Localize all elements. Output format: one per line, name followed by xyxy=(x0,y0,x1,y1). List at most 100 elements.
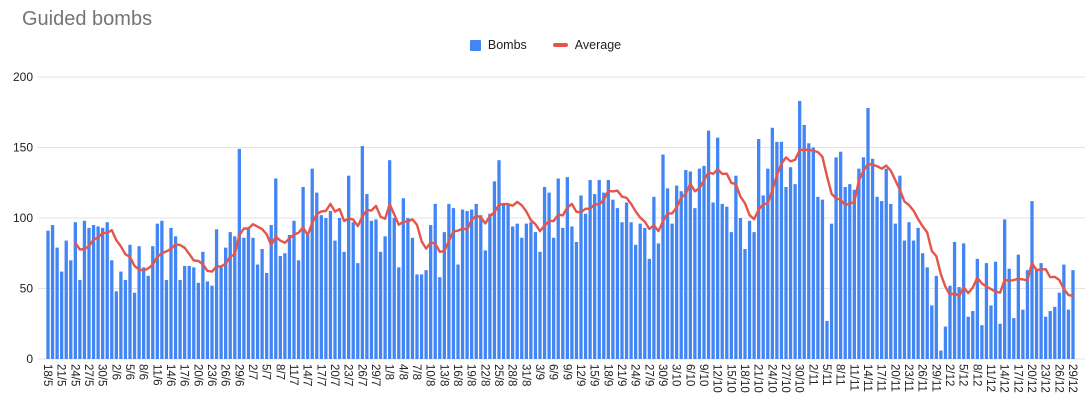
bar[interactable] xyxy=(839,151,843,359)
bar[interactable] xyxy=(105,222,109,359)
bar[interactable] xyxy=(711,202,715,359)
bar[interactable] xyxy=(114,291,118,359)
bar[interactable] xyxy=(661,154,665,359)
bar[interactable] xyxy=(925,267,929,359)
bar[interactable] xyxy=(492,181,497,359)
bar[interactable] xyxy=(825,320,829,359)
bar[interactable] xyxy=(688,171,692,359)
bar[interactable] xyxy=(930,305,934,359)
bar[interactable] xyxy=(60,271,64,359)
bar[interactable] xyxy=(1012,318,1016,359)
bar[interactable] xyxy=(1016,254,1020,359)
bar[interactable] xyxy=(793,184,797,359)
bar[interactable] xyxy=(611,199,615,359)
bar[interactable] xyxy=(347,175,351,359)
bar[interactable] xyxy=(78,280,82,359)
bar[interactable] xyxy=(916,227,920,359)
bar[interactable] xyxy=(634,244,638,359)
bar[interactable] xyxy=(328,210,333,359)
bar[interactable] xyxy=(939,350,943,359)
bar[interactable] xyxy=(738,218,743,359)
bar[interactable] xyxy=(255,264,260,359)
bar[interactable] xyxy=(1044,316,1048,359)
bar[interactable] xyxy=(665,188,670,359)
bar[interactable] xyxy=(597,179,601,359)
bar[interactable] xyxy=(561,227,565,359)
bar[interactable] xyxy=(779,141,784,359)
bar[interactable] xyxy=(419,274,424,359)
bar[interactable] xyxy=(69,260,73,359)
bar[interactable] xyxy=(852,189,856,359)
bar[interactable] xyxy=(365,194,369,359)
bar[interactable] xyxy=(524,223,528,359)
bar[interactable] xyxy=(538,251,542,359)
bar[interactable] xyxy=(137,246,141,359)
bar[interactable] xyxy=(861,157,866,359)
bar[interactable] xyxy=(470,209,474,359)
bar[interactable] xyxy=(96,226,100,359)
bar[interactable] xyxy=(55,247,59,359)
bar[interactable] xyxy=(91,225,96,359)
bar[interactable] xyxy=(593,194,597,359)
bar[interactable] xyxy=(866,108,870,360)
bar[interactable] xyxy=(1053,306,1057,359)
bar[interactable] xyxy=(993,261,998,359)
bar[interactable] xyxy=(401,198,405,359)
bar[interactable] xyxy=(511,226,515,359)
bar[interactable] xyxy=(998,323,1002,359)
bar[interactable] xyxy=(1066,309,1071,359)
bar[interactable] xyxy=(898,175,902,359)
bar[interactable] xyxy=(948,285,952,359)
bar[interactable] xyxy=(843,186,847,359)
bar[interactable] xyxy=(921,253,925,359)
bar[interactable] xyxy=(278,256,282,359)
bar[interactable] xyxy=(164,280,169,359)
bar[interactable] xyxy=(848,184,852,359)
bar[interactable] xyxy=(588,179,592,359)
bar[interactable] xyxy=(296,260,301,359)
bar[interactable] xyxy=(479,215,483,359)
bar[interactable] xyxy=(542,186,547,359)
bar[interactable] xyxy=(529,222,533,359)
bar[interactable] xyxy=(766,168,770,359)
bar[interactable] xyxy=(1003,219,1007,359)
bar[interactable] xyxy=(410,237,415,359)
bar[interactable] xyxy=(515,223,519,359)
bar[interactable] xyxy=(693,208,697,359)
bar[interactable] xyxy=(1030,201,1034,359)
bar[interactable] xyxy=(237,148,241,359)
bar[interactable] xyxy=(415,274,419,359)
bar[interactable] xyxy=(219,267,223,359)
bar[interactable] xyxy=(638,223,642,359)
bar[interactable] xyxy=(533,232,538,359)
bar[interactable] xyxy=(911,240,916,359)
bar[interactable] xyxy=(128,244,132,359)
bar[interactable] xyxy=(315,192,319,359)
bar[interactable] xyxy=(406,218,410,359)
bar[interactable] xyxy=(984,263,989,359)
bar[interactable] xyxy=(602,192,606,359)
bar[interactable] xyxy=(196,282,200,359)
bar[interactable] xyxy=(187,265,191,359)
bar[interactable] xyxy=(333,240,337,359)
bar[interactable] xyxy=(383,236,387,359)
bar[interactable] xyxy=(1057,292,1061,359)
bar[interactable] xyxy=(902,240,907,359)
bar[interactable] xyxy=(629,222,633,359)
bar[interactable] xyxy=(301,186,305,359)
bar[interactable] xyxy=(802,124,806,359)
bar[interactable] xyxy=(957,287,961,359)
bar[interactable] xyxy=(670,223,674,359)
bar[interactable] xyxy=(643,227,647,359)
bar[interactable] xyxy=(160,220,164,359)
bar[interactable] xyxy=(807,143,811,359)
bar[interactable] xyxy=(214,229,219,359)
bar[interactable] xyxy=(552,237,556,359)
bar[interactable] xyxy=(274,178,278,359)
bar[interactable] xyxy=(971,311,975,359)
bar[interactable] xyxy=(556,178,560,359)
bar[interactable] xyxy=(520,237,524,359)
bar[interactable] xyxy=(260,249,264,359)
bar[interactable] xyxy=(757,139,761,359)
bar[interactable] xyxy=(1048,311,1052,359)
